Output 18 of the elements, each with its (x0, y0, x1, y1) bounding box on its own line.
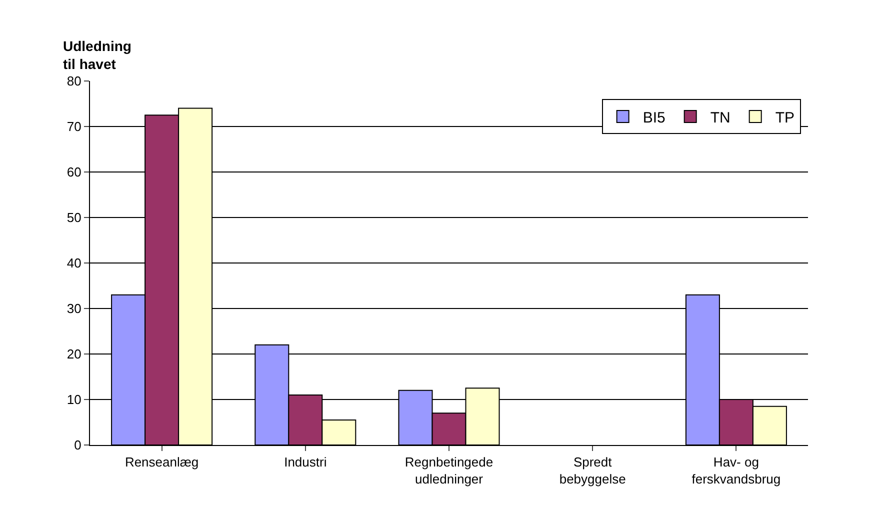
y-tick-label: 20 (66, 346, 82, 362)
x-tick-label: Renseanlæg (124, 454, 199, 470)
legend-label: TP (775, 109, 795, 126)
x-tick-label: Regnbetingede udledninger (404, 454, 494, 486)
y-tick-label: 0 (74, 438, 82, 453)
y-tick-label: 60 (66, 164, 82, 180)
y-tick-label: 30 (66, 301, 82, 316)
x-tick-label: Industri (284, 454, 327, 470)
x-tick-label: Hav- og ferskvandsbrug (692, 454, 781, 486)
y-tick-label: 50 (66, 210, 82, 226)
y-tick-label: 70 (66, 119, 82, 134)
y-tick-label: 80 (66, 74, 82, 89)
legend-label: TN (710, 109, 730, 126)
legend-label: BI5 (642, 109, 666, 126)
y-tick-label: 40 (66, 256, 82, 271)
y-axis-title: Udledning til havet (63, 38, 132, 72)
y-tick-label: 10 (66, 392, 82, 408)
x-tick-label: Spredt bebyggelse (559, 454, 626, 486)
